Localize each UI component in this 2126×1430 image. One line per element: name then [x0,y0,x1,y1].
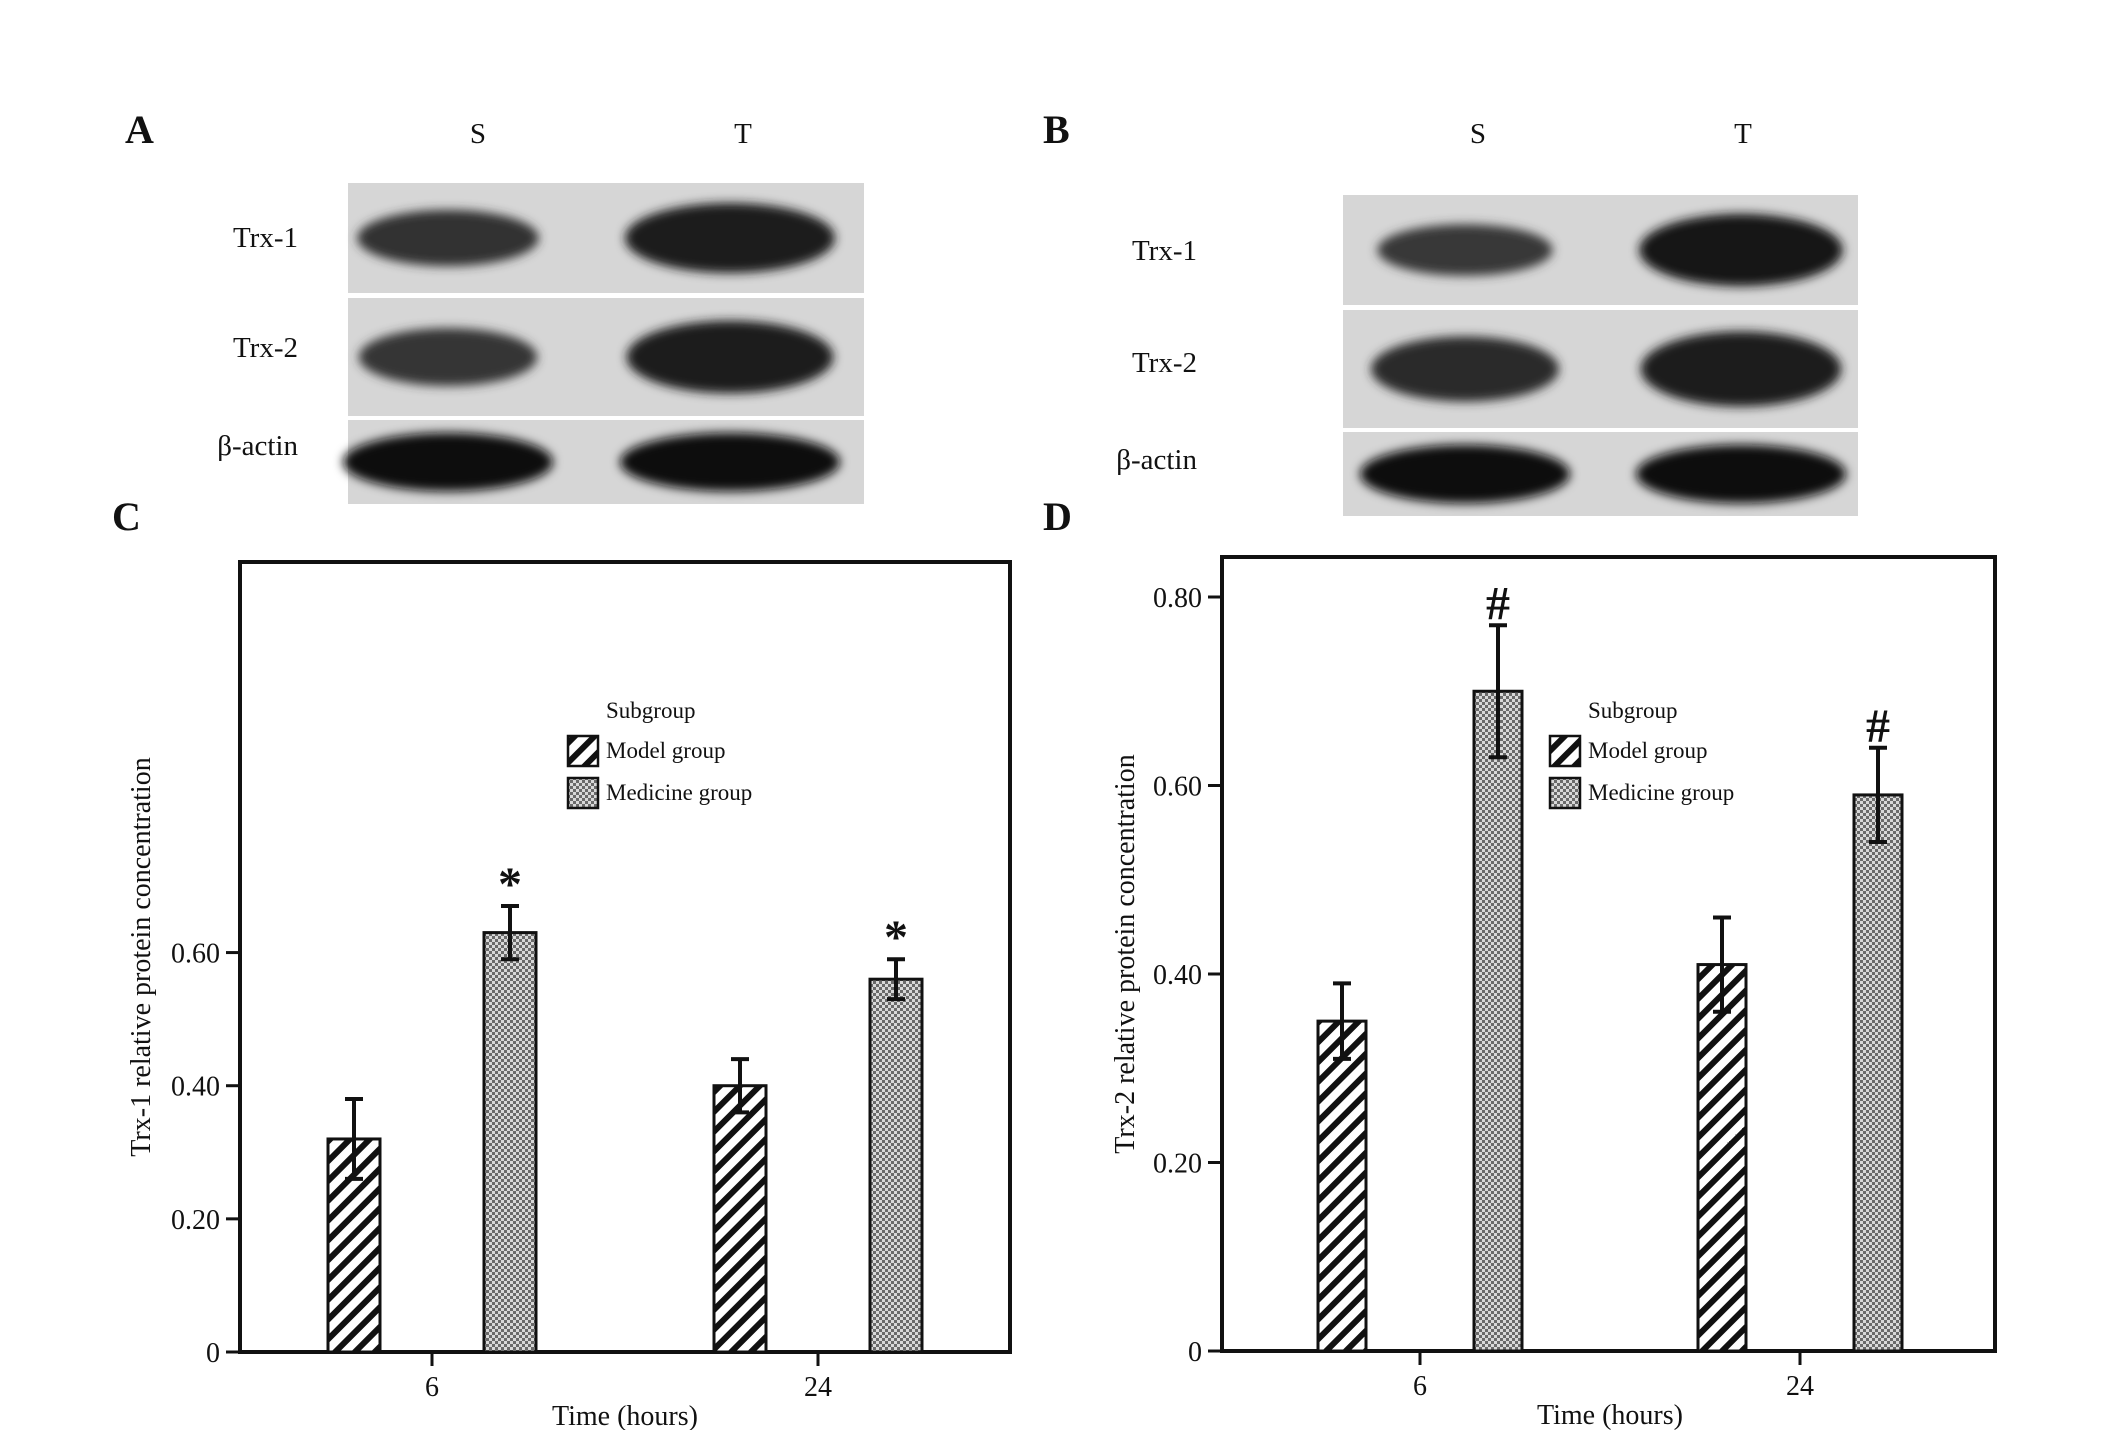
blot-band [1640,331,1842,407]
bar-model-24 [1696,963,1748,1353]
bar-medicine-6 [1472,689,1524,1353]
blot-band [1371,336,1559,402]
y-axis-title: Trx-1 relative protein concentration [126,757,157,1156]
significance-marker: # [1486,577,1510,630]
blot-band [624,202,836,274]
panel-b: B S T Trx-1 Trx-2 β-actin [1043,107,1858,516]
legend-swatch [1548,776,1582,810]
bar-model-6 [1316,1019,1368,1353]
x-axis-title: Time (hours) [1537,1400,1683,1430]
blot-band [357,209,539,267]
y-tick-label: 0.20 [171,1205,220,1236]
x-axis-title: Time (hours) [552,1401,698,1430]
bar-medicine-24 [1852,793,1904,1353]
bar-chart-trx1: 0 0.20 0.40 0.60 Trx-1 relative protein conc… [126,560,1012,1430]
y-tick-label: 0.60 [1153,772,1202,803]
blot-band [626,320,834,394]
bar-medicine-6 [482,931,538,1354]
lane-label-s: S [1470,118,1486,150]
panel-c: C 0 0.20 0.40 0.60 Trx-1 relative protein co… [112,494,1012,1430]
western-blot-b [1343,195,1858,516]
blot-band [1639,213,1843,287]
panel-a: A S T Trx-1 Trx-2 β-actin [125,107,864,504]
significance-marker: # [1866,700,1890,753]
blot-band [1377,224,1553,276]
legend-label: Medicine group [606,780,752,805]
blot-strip-2 [343,420,864,504]
x-tick-label: 24 [804,1372,832,1403]
blot-row-label-trx2: Trx-2 [233,332,298,364]
blot-row-label-trx1: Trx-1 [1132,235,1197,267]
y-tick-label: 0.80 [1153,583,1202,614]
legend-swatch [566,776,600,810]
x-tick-label: 24 [1786,1371,1814,1402]
x-tick-label: 6 [1413,1371,1427,1402]
y-axis-title: Trx-2 relative protein concentration [1110,754,1141,1153]
blot-band [343,432,553,492]
blot-strip-1 [348,298,864,416]
blot-band [620,432,840,492]
blot-row-label-beta-actin: β-actin [1116,444,1197,476]
blot-row-label-beta-actin: β-actin [217,430,298,462]
y-tick-label: 0.40 [1153,960,1202,991]
legend-swatch [566,734,600,768]
bar-medicine-24 [868,977,924,1354]
legend-label: Model group [1588,738,1707,763]
panel-letter-d: D [1043,494,1072,539]
panel-letter-c: C [112,494,141,539]
blot-strip-0 [1343,195,1858,305]
y-tick-label: 0.60 [171,939,220,970]
y-tick-label: 0.20 [1153,1149,1202,1180]
lane-label-t: T [1734,118,1752,150]
western-blot-a [343,183,864,504]
plot-frame [238,560,1012,1354]
x-tick-label: 6 [425,1372,439,1403]
blot-row-label-trx1: Trx-1 [233,222,298,254]
plot-frame [1220,555,1997,1353]
blot-strip-1 [1343,310,1858,428]
legend-label: Medicine group [1588,780,1734,805]
blot-band [358,328,538,386]
y-tick-label: 0 [206,1338,220,1369]
panel-letter-b: B [1043,107,1070,152]
lane-label-t: T [734,118,752,150]
legend-swatch [1548,734,1582,768]
blot-row-label-trx2: Trx-2 [1132,347,1197,379]
legend-title: Subgroup [1588,698,1677,723]
legend: Subgroup Model group Medicine group [1548,698,1734,810]
legend-title: Subgroup [606,698,695,723]
significance-marker: * [498,858,522,911]
blot-strip-0 [348,183,864,293]
y-tick-label: 0.40 [171,1072,220,1103]
bar-chart-trx2: 0 0.20 0.40 0.60 0.80 Trx-2 relative protein … [1110,555,1997,1430]
blot-band [1360,444,1570,504]
lane-label-s: S [470,118,486,150]
panel-letter-a: A [125,107,154,152]
blot-band [1636,444,1846,504]
significance-marker: * [884,911,908,964]
legend: Subgroup Model group Medicine group [566,698,752,810]
y-tick-label: 0 [1188,1337,1202,1368]
legend-label: Model group [606,738,725,763]
blot-strip-2 [1343,432,1858,516]
panel-d: D 0 0.20 0.40 0.60 0.80 Trx-2 relative protei… [1043,494,1997,1430]
bar-model-24 [712,1084,768,1354]
